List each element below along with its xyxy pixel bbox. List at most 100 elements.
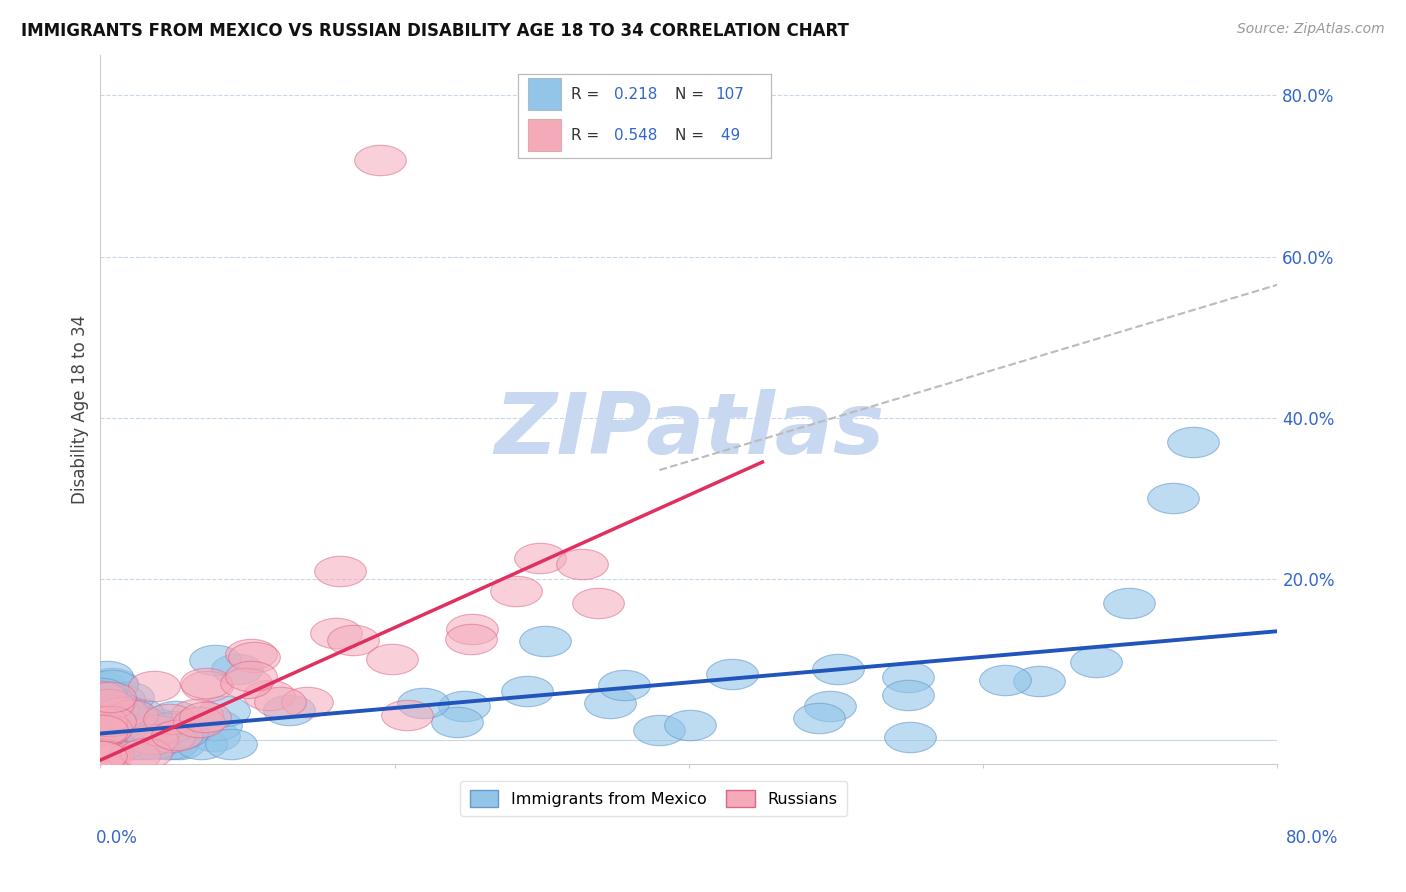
Point (103, 737, 125, 751)
Point (110, 737, 132, 751)
Point (807, 710, 830, 724)
Point (446, 715, 468, 730)
Point (107, 717, 129, 731)
Point (94, 725, 117, 739)
Point (187, 715, 209, 730)
Point (197, 679, 219, 693)
Point (453, 699, 475, 714)
Point (101, 703, 124, 717)
Point (96, 749, 118, 764)
Point (107, 737, 129, 751)
Point (89, 737, 111, 751)
Point (89, 737, 111, 751)
Point (221, 737, 243, 751)
Point (90, 737, 112, 751)
Point (103, 702, 125, 716)
Point (93, 749, 115, 764)
Point (157, 731, 180, 745)
Point (100, 716, 122, 731)
Point (122, 737, 145, 751)
Point (226, 661, 249, 675)
Point (239, 669, 262, 683)
Y-axis label: Disability Age 18 to 34: Disability Age 18 to 34 (72, 315, 89, 504)
Point (107, 737, 129, 751)
Point (107, 708, 129, 723)
Text: 0.0%: 0.0% (96, 829, 138, 847)
Point (235, 675, 257, 690)
Point (94, 710, 117, 724)
Point (122, 749, 145, 764)
Point (90, 726, 112, 740)
Point (121, 707, 143, 722)
Point (534, 633, 557, 648)
Point (91, 723, 114, 738)
Point (516, 683, 538, 698)
Legend: Immigrants from Mexico, Russians: Immigrants from Mexico, Russians (460, 780, 848, 816)
Point (108, 692, 131, 706)
Point (146, 717, 169, 731)
Point (679, 718, 702, 732)
Point (142, 679, 165, 693)
Point (89, 690, 111, 704)
Point (412, 697, 434, 711)
Point (128, 737, 150, 751)
Point (613, 678, 636, 692)
Point (156, 737, 179, 751)
Point (599, 696, 621, 710)
Point (90, 719, 112, 733)
Point (586, 596, 609, 610)
Point (240, 647, 263, 661)
Point (172, 726, 194, 740)
Point (103, 719, 125, 733)
Point (101, 737, 124, 751)
Point (94, 724, 117, 739)
Point (132, 737, 155, 751)
Point (167, 737, 190, 751)
Point (297, 695, 319, 709)
Point (460, 632, 482, 646)
Point (204, 652, 226, 666)
Point (91, 737, 114, 751)
Point (827, 662, 849, 676)
Point (1028, 673, 1050, 688)
Point (896, 670, 918, 684)
Point (89, 737, 111, 751)
Point (93, 737, 115, 751)
Point (165, 719, 187, 733)
Point (104, 727, 127, 741)
Point (204, 718, 226, 732)
Point (98, 690, 121, 704)
Point (898, 730, 921, 744)
Point (91, 714, 114, 728)
Point (93, 730, 115, 744)
Point (111, 706, 134, 720)
Point (165, 708, 187, 723)
Point (721, 667, 744, 681)
Point (127, 706, 149, 720)
Point (141, 731, 163, 746)
Point (122, 712, 145, 726)
Point (94, 721, 117, 735)
Point (820, 698, 842, 713)
Point (505, 584, 527, 599)
Point (90, 737, 112, 751)
Point (96, 734, 118, 748)
Point (131, 714, 153, 729)
Point (101, 675, 124, 690)
Point (368, 153, 391, 167)
Point (115, 733, 138, 747)
Point (91, 747, 114, 762)
Point (124, 728, 146, 742)
Point (243, 649, 266, 664)
Point (194, 676, 217, 690)
Text: 80.0%: 80.0% (1286, 829, 1339, 847)
Point (1182, 434, 1205, 449)
Point (90, 686, 112, 700)
Point (97, 697, 120, 711)
Point (896, 688, 918, 702)
Point (648, 723, 671, 738)
Point (90, 737, 112, 751)
Point (100, 737, 122, 751)
Point (145, 723, 167, 738)
Point (395, 708, 418, 723)
